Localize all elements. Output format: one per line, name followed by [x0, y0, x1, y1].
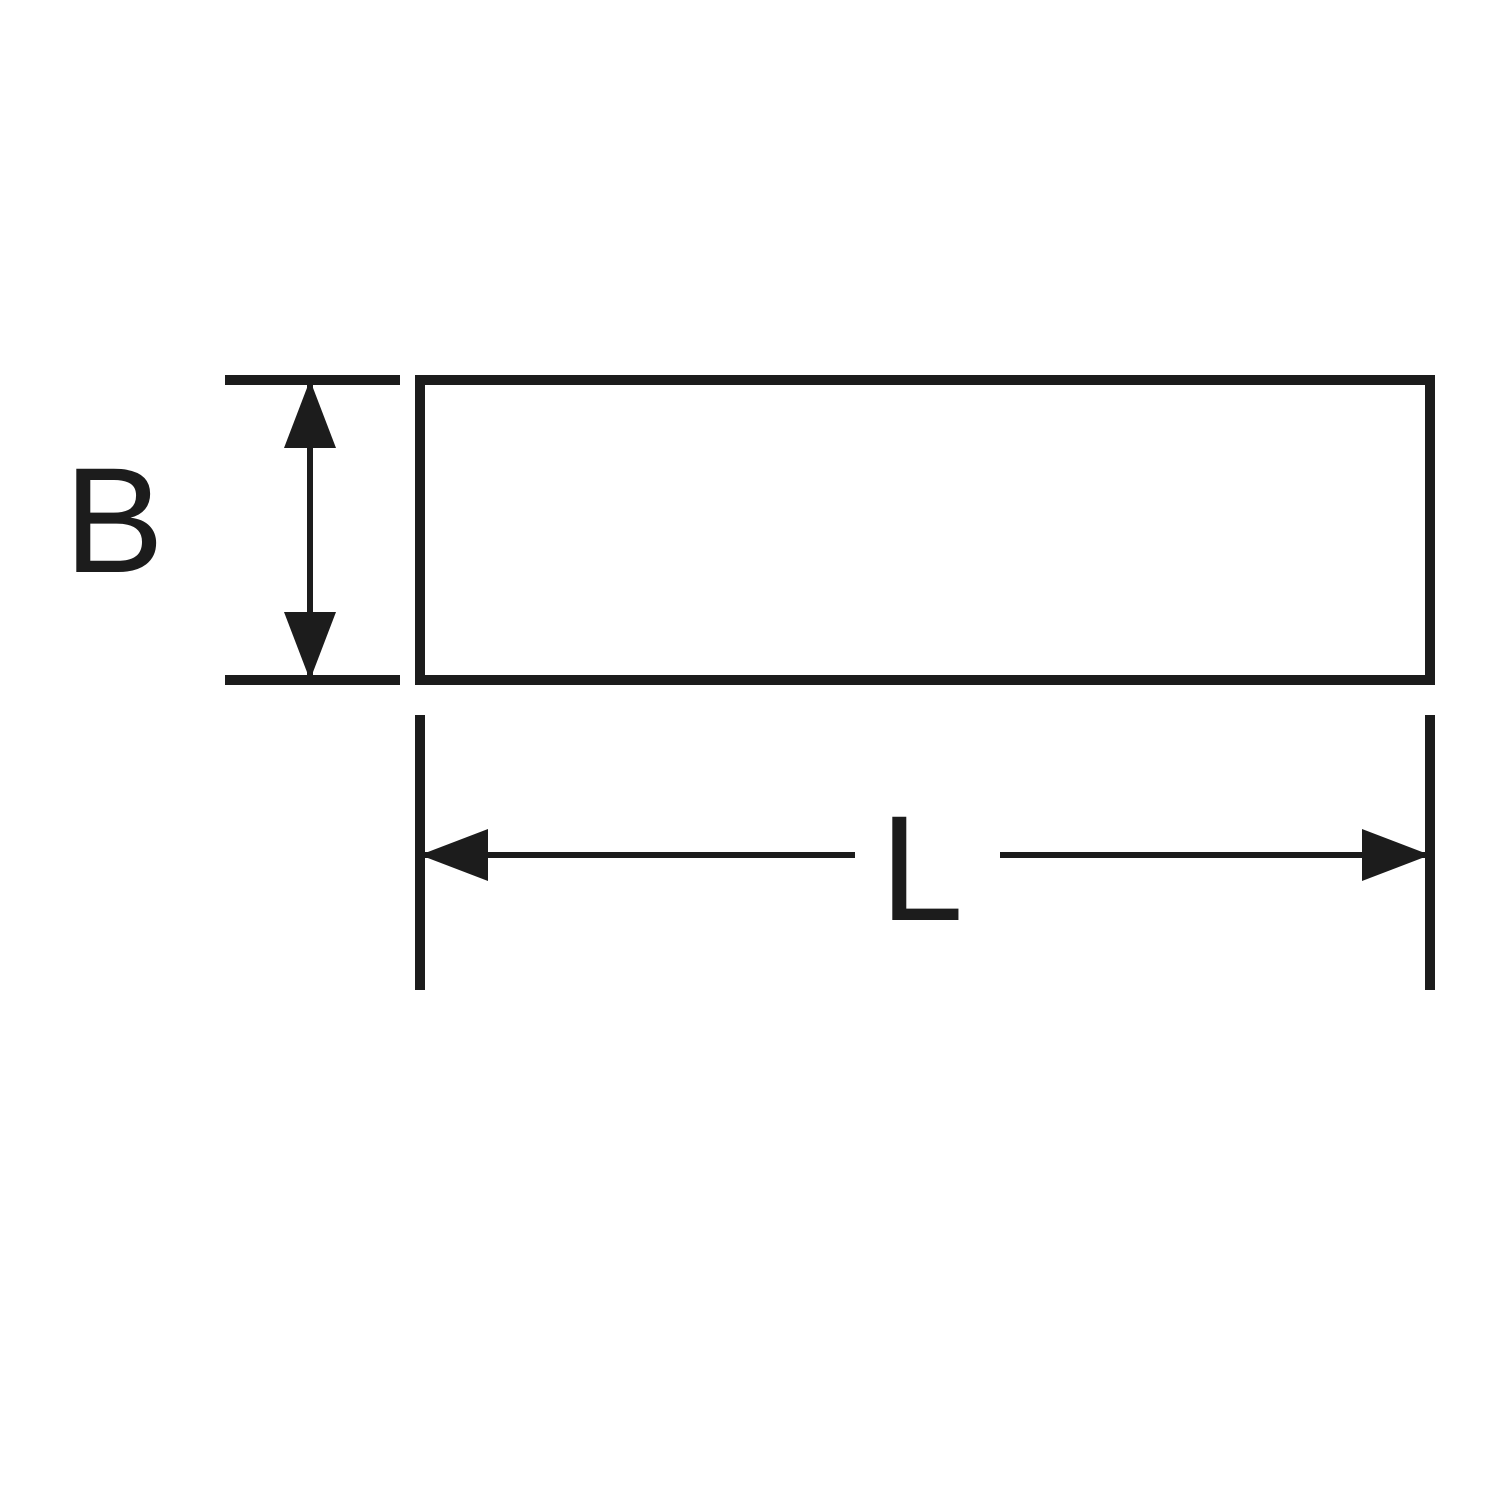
- part-rectangle: [420, 380, 1430, 680]
- dim-l-arrow-left: [420, 829, 488, 881]
- dim-l-arrow-right: [1362, 829, 1430, 881]
- dim-b-arrow-up: [284, 380, 336, 448]
- dim-b-arrow-down: [284, 612, 336, 680]
- dim-b-label: B: [64, 436, 164, 604]
- dim-l-label: L: [880, 784, 963, 952]
- dimension-diagram: BL: [0, 0, 1500, 1500]
